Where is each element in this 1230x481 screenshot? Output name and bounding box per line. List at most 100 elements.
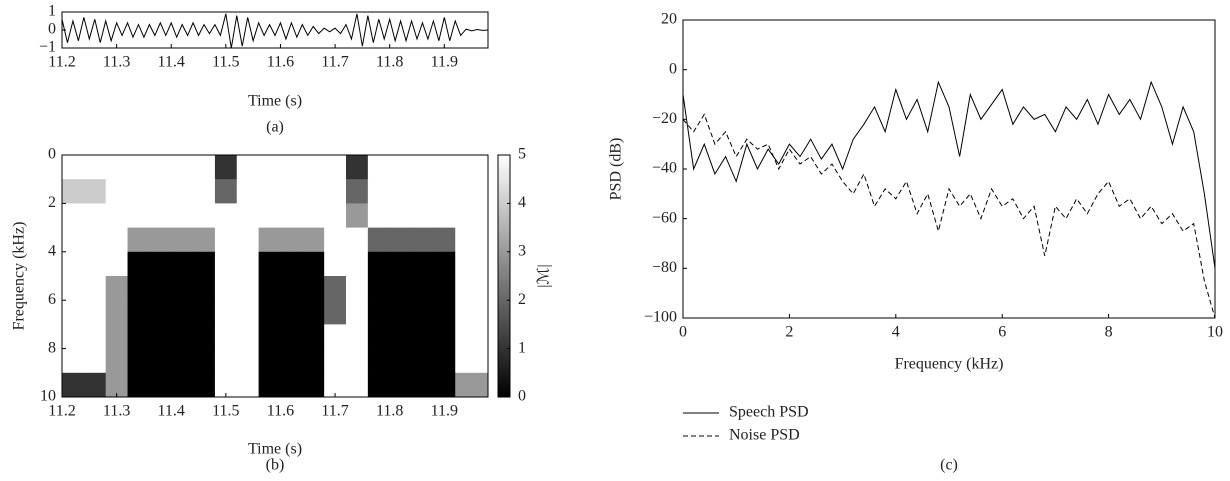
heat-cell [455, 251, 489, 277]
heat-cell [302, 372, 325, 398]
x-tick-label: 11.7 [321, 54, 348, 71]
heat-cell [258, 179, 281, 204]
heat-cell [236, 276, 260, 301]
heat-cell [83, 348, 107, 374]
heat-cell [346, 203, 369, 229]
heat-cell [324, 300, 347, 325]
series-line [61, 13, 489, 49]
caption: (c) [940, 457, 958, 474]
heat-cell [280, 155, 303, 180]
heat-cell [280, 372, 303, 398]
heat-cell [236, 348, 260, 374]
heat-cell [127, 251, 150, 277]
heat-cell [62, 227, 85, 253]
heat-cell [236, 227, 260, 253]
x-tick-label: 11.4 [158, 403, 185, 420]
x-tick-label: 11.3 [103, 54, 130, 71]
colorbar-tick-label: 1 [518, 339, 526, 356]
x-tick-label: 4 [892, 324, 900, 341]
heat-cell [455, 276, 489, 301]
heat-cell [62, 251, 85, 277]
heat-cell [193, 276, 216, 301]
heat-cell [302, 155, 325, 180]
heat-cell [149, 276, 172, 301]
heat-cell [367, 179, 391, 204]
heat-cell [236, 324, 260, 350]
heat-cell [433, 348, 456, 374]
heat-cell [346, 300, 369, 325]
heat-cell [149, 155, 172, 180]
heat-cell [149, 372, 172, 398]
heat-cell [105, 348, 129, 374]
colorbar [497, 154, 511, 398]
heat-cell [258, 227, 281, 253]
heat-cell [214, 155, 238, 180]
heat-cell [324, 372, 347, 398]
y-tick-label: 20 [661, 11, 677, 28]
heat-cell [346, 276, 369, 301]
heat-cell [411, 155, 434, 180]
heat-cell [302, 348, 325, 374]
heat-cell [149, 324, 172, 350]
heat-cell [149, 251, 172, 277]
heat-cell [62, 324, 85, 350]
heat-cell [127, 372, 150, 398]
y-tick-label: 4 [48, 242, 56, 259]
heat-cell [346, 155, 369, 180]
colorbar-tick-label: 3 [518, 242, 526, 259]
heat-cell [258, 203, 281, 229]
colorbar-tick-label: 2 [518, 291, 526, 308]
heat-cell [280, 179, 303, 204]
heat-cell [389, 155, 413, 180]
heat-cell [105, 324, 129, 350]
heat-cell [455, 179, 489, 204]
heat-cell [193, 155, 216, 180]
heat-cell [83, 155, 107, 180]
y-tick-label: 0 [48, 21, 56, 38]
heat-cell [389, 300, 413, 325]
heat-cell [149, 348, 172, 374]
heat-cell [83, 372, 107, 398]
heat-cell [149, 227, 172, 253]
heat-cell [280, 348, 303, 374]
heat-cell [346, 227, 369, 253]
heat-cell [83, 179, 107, 204]
heat-cell [389, 203, 413, 229]
heat-cell [433, 227, 456, 253]
heat-cell [389, 276, 413, 301]
y-tick-label: −80 [652, 259, 677, 276]
heat-cell [258, 348, 281, 374]
heat-cell [83, 300, 107, 325]
plot-frame [61, 11, 489, 49]
heat-cell [367, 348, 391, 374]
heat-cell [171, 372, 194, 398]
heat-cell [389, 179, 413, 204]
heat-cell [105, 179, 129, 204]
plot-frame [61, 154, 489, 398]
x-tick-label: 2 [785, 324, 793, 341]
heat-cell [324, 155, 347, 180]
x-tick-label: 10 [1207, 324, 1223, 341]
heat-cell [411, 251, 434, 277]
heat-cell [62, 348, 85, 374]
x-tick-label: 11.2 [48, 54, 75, 71]
heat-cell [280, 251, 303, 277]
heat-cell [214, 300, 238, 325]
heat-cell [411, 179, 434, 204]
heat-cell [455, 324, 489, 350]
x-tick-label: 11.3 [103, 403, 130, 420]
colorbar-tick-label: 4 [518, 194, 526, 211]
heat-cell [280, 300, 303, 325]
heat-cell [127, 203, 150, 229]
heat-cell [62, 300, 85, 325]
heat-cell [324, 251, 347, 277]
heat-cell [214, 348, 238, 374]
heat-cell [411, 203, 434, 229]
heat-cell [433, 372, 456, 398]
series-line [682, 80, 1216, 269]
y-axis-label: Frequency (kHz) [11, 222, 28, 331]
colorbar-label: |ℳ| [536, 264, 553, 288]
heat-cell [127, 324, 150, 350]
heat-cell [280, 324, 303, 350]
heat-cell [433, 179, 456, 204]
